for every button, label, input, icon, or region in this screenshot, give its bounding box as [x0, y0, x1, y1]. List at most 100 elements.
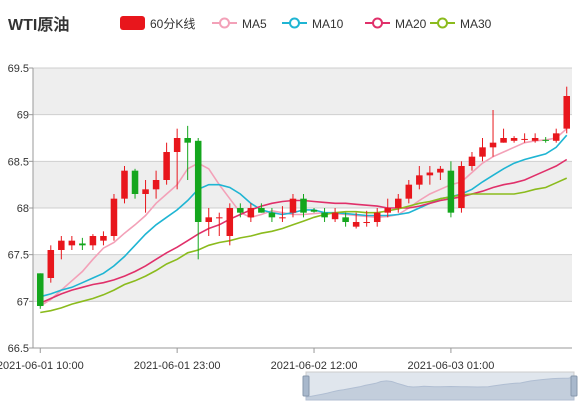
candle-body	[342, 217, 349, 222]
legend-item-ma30[interactable]: MA30	[430, 17, 492, 31]
x-tick-label: 2021-06-01 23:00	[134, 360, 221, 372]
candle-body	[100, 236, 107, 241]
candlestick	[100, 231, 107, 246]
legend-swatch-marker	[437, 17, 448, 29]
candle-body	[405, 184, 413, 199]
candlestick	[489, 110, 497, 157]
candle-body	[500, 138, 507, 143]
legend-label: MA5	[242, 17, 267, 31]
legend-swatch-marker	[372, 17, 383, 29]
legend-swatch-marker	[219, 17, 230, 29]
legend-item-ma10[interactable]: MA10	[282, 17, 344, 31]
candle-body	[258, 208, 265, 213]
candle-body	[479, 147, 486, 157]
candlestick	[68, 236, 76, 250]
candlestick	[384, 198, 391, 218]
candlestick	[447, 161, 455, 218]
candlestick	[216, 212, 223, 236]
candle-body	[531, 138, 539, 141]
candle-body	[563, 96, 570, 129]
candle-body	[237, 208, 244, 213]
legend-swatch	[120, 16, 145, 30]
candle-body	[447, 170, 455, 213]
candle-body	[163, 152, 170, 180]
candle-body	[184, 138, 191, 143]
legend-item-60分k线[interactable]: 60分K线	[120, 16, 195, 31]
y-tick-label: 68.5	[8, 156, 29, 168]
y-tick-label: 67.5	[8, 250, 29, 262]
candle-body	[542, 139, 549, 141]
candle-body	[205, 217, 212, 222]
candle-body	[310, 209, 318, 212]
candle-body	[268, 212, 276, 218]
x-tick-label: 2021-06-02 12:00	[271, 360, 358, 372]
candlestick	[152, 170, 160, 199]
candlestick	[237, 203, 244, 218]
candle-body	[468, 156, 476, 166]
candle-body	[142, 189, 149, 194]
candle-body	[510, 138, 518, 141]
candle-body	[89, 236, 97, 246]
candle-body	[363, 222, 370, 223]
candle-body	[79, 243, 86, 246]
x-tick-label: 2021-06-03 01:00	[407, 360, 494, 372]
zoom-handle-left[interactable]	[302, 375, 310, 397]
candlestick	[142, 180, 149, 213]
candle-body	[426, 172, 434, 176]
candle-body	[331, 212, 339, 220]
y-tick-label: 69	[17, 110, 29, 122]
candlestick	[121, 166, 128, 204]
candlestick	[395, 194, 402, 213]
candlestick	[258, 203, 265, 213]
candlestick	[289, 194, 297, 218]
candlestick	[468, 152, 476, 171]
candlestick	[352, 212, 360, 229]
candlestick	[363, 210, 370, 227]
candle-body	[131, 170, 139, 194]
legend-item-ma5[interactable]: MA5	[212, 17, 267, 31]
candlestick	[331, 208, 339, 222]
candle-body	[521, 138, 528, 140]
candlestick	[531, 133, 539, 143]
y-tick-label: 68	[17, 203, 29, 215]
legend-swatch-marker	[289, 17, 300, 29]
candle-body	[110, 198, 118, 236]
candle-body	[37, 273, 44, 306]
candle-body	[321, 212, 328, 218]
legend-item-ma20[interactable]: MA20	[365, 17, 427, 31]
candle-body	[58, 240, 65, 250]
y-axis: 69.5 69 68.5 68 67.5 67 66.5	[8, 63, 34, 355]
x-tick-label: 2021-06-01 10:00	[0, 360, 84, 372]
candlestick	[563, 86, 570, 134]
candlestick	[279, 206, 286, 222]
candlestick	[226, 203, 234, 246]
candle-body	[152, 180, 160, 190]
candle-body	[247, 208, 255, 218]
y-tick-label: 67	[17, 296, 29, 308]
background-band	[33, 301, 572, 348]
zoom-handle-right[interactable]	[570, 375, 578, 397]
candle-body	[173, 138, 181, 152]
background-band	[33, 114, 572, 162]
candlestick	[342, 212, 349, 227]
candlestick	[131, 168, 139, 199]
candlestick	[79, 237, 86, 250]
candlesticks	[37, 86, 570, 309]
plot-background-bands	[33, 68, 572, 348]
x-axis: 2021-06-01 10:00 2021-06-01 23:00 2021-06-…	[0, 347, 572, 372]
zoom-data-shadow	[305, 376, 575, 401]
candlestick	[458, 161, 465, 213]
candle-body	[194, 140, 202, 222]
legend-label: 60分K线	[150, 17, 195, 31]
chart-title: WTI原油	[8, 15, 69, 34]
candle-body	[489, 142, 497, 148]
candle-body	[300, 198, 307, 213]
candle-body	[352, 222, 360, 227]
candlestick	[437, 166, 444, 180]
candlestick	[163, 142, 170, 185]
candle-body	[384, 208, 391, 213]
candlestick	[373, 208, 381, 227]
data-zoom-slider[interactable]	[302, 371, 578, 401]
zoom-window[interactable]	[305, 371, 575, 401]
